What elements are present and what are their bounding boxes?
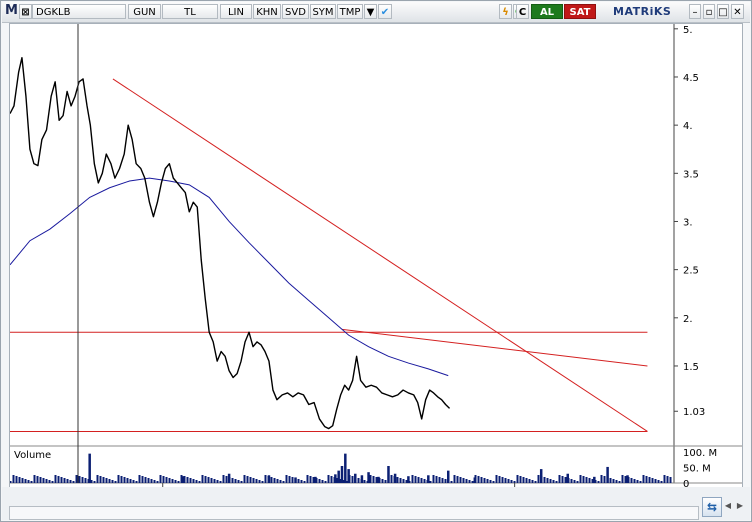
matriks-logo-icon: M — [5, 3, 18, 18]
sync-icon[interactable]: ⇆ — [702, 497, 722, 517]
chart-area[interactable]: 5.4.54.3.53.2.52.1.51.031819 Volume100. … — [9, 23, 743, 498]
volume-tick-label: 100. M — [683, 448, 717, 459]
average-series-line — [9, 177, 449, 377]
y-tick-label: 2. — [683, 314, 693, 325]
symbol-button[interactable]: SYM — [310, 4, 336, 19]
minimize-icon[interactable]: – — [689, 4, 701, 19]
svd-button[interactable]: SVD — [282, 4, 309, 19]
close-icon[interactable]: ✕ — [731, 4, 744, 19]
y-tick-label: 1.03 — [683, 407, 705, 418]
sell-button[interactable]: SAT — [564, 4, 596, 19]
y-tick-label: 4.5 — [683, 73, 699, 84]
y-tick-label: 2.5 — [683, 266, 699, 277]
copy-icon[interactable]: C — [516, 4, 529, 19]
y-tick-label: 4. — [683, 121, 693, 132]
twitter-icon[interactable]: ✔ — [378, 4, 392, 19]
price-series-line — [9, 57, 451, 430]
scroll-left-icon[interactable]: ◀ — [724, 501, 732, 510]
period-button[interactable]: GUN — [128, 4, 161, 19]
y-tick-label: 1.5 — [683, 362, 699, 373]
volume-label: Volume — [14, 450, 51, 461]
restore-icon[interactable]: ▫ — [703, 4, 715, 19]
template-button[interactable]: TMP — [337, 4, 363, 19]
buy-button[interactable]: AL — [531, 4, 563, 19]
scale-button[interactable]: LIN — [220, 4, 252, 19]
price-chart[interactable]: 5.4.54.3.53.2.52.1.51.031819 Volume100. … — [9, 24, 742, 498]
y-tick-label: 3. — [683, 217, 693, 228]
maximize-icon[interactable]: □ — [717, 4, 729, 19]
volume-tick-label: 50. M — [683, 464, 711, 475]
y-tick-label: 3.5 — [683, 169, 699, 180]
lightning-icon[interactable]: ϟ — [499, 4, 512, 19]
time-scrollbar[interactable] — [9, 506, 699, 520]
symbol-field[interactable]: DGKLB — [32, 4, 126, 19]
trendline — [112, 78, 648, 432]
chevron-down-icon[interactable]: ▼ — [364, 4, 377, 19]
candle-button[interactable]: KHN — [253, 4, 281, 19]
brand-logo: MATRiKS — [613, 5, 672, 18]
chart-toolbar: M ⊠ DGKLB GUN TL LIN KHN SVD SYM TMP ▼ ✔… — [2, 2, 750, 23]
currency-button[interactable]: TL — [162, 4, 218, 19]
trendline — [341, 328, 648, 367]
scroll-right-icon[interactable]: ▶ — [736, 501, 744, 510]
y-tick-label: 5. — [683, 25, 693, 36]
pin-icon[interactable]: ⊠ — [19, 4, 32, 19]
volume-tick-label: 0 — [683, 479, 689, 487]
